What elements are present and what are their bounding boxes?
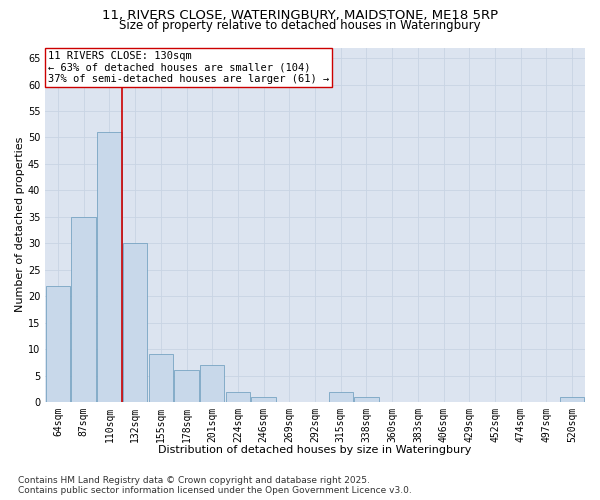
Bar — [149, 354, 173, 402]
Bar — [46, 286, 70, 402]
Bar — [175, 370, 199, 402]
Bar — [560, 397, 584, 402]
X-axis label: Distribution of detached houses by size in Wateringbury: Distribution of detached houses by size … — [158, 445, 472, 455]
Bar — [329, 392, 353, 402]
Text: 11 RIVERS CLOSE: 130sqm
← 63% of detached houses are smaller (104)
37% of semi-d: 11 RIVERS CLOSE: 130sqm ← 63% of detache… — [48, 51, 329, 84]
Bar — [226, 392, 250, 402]
Bar — [200, 365, 224, 402]
Bar — [97, 132, 122, 402]
Text: Contains HM Land Registry data © Crown copyright and database right 2025.
Contai: Contains HM Land Registry data © Crown c… — [18, 476, 412, 495]
Bar — [71, 217, 96, 402]
Y-axis label: Number of detached properties: Number of detached properties — [15, 137, 25, 312]
Bar — [354, 397, 379, 402]
Text: Size of property relative to detached houses in Wateringbury: Size of property relative to detached ho… — [119, 19, 481, 32]
Bar — [123, 244, 148, 402]
Text: 11, RIVERS CLOSE, WATERINGBURY, MAIDSTONE, ME18 5RP: 11, RIVERS CLOSE, WATERINGBURY, MAIDSTON… — [102, 9, 498, 22]
Bar — [251, 397, 276, 402]
